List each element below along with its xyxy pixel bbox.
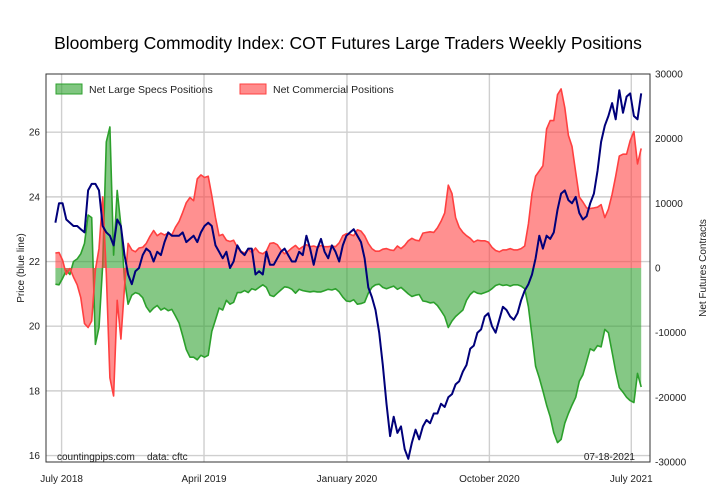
- y2-tick-label-3: 0: [655, 264, 661, 275]
- y-tick-label-5: 26: [29, 128, 41, 139]
- area-line-0: [55, 126, 642, 444]
- area-series: [55, 88, 642, 444]
- x-tick-label-3: October 2020: [459, 474, 520, 485]
- area-fill-1: [55, 88, 642, 397]
- price-line-series: [54, 89, 643, 460]
- y2-tick-label-2: -10000: [655, 328, 687, 339]
- x-tick-label-4: July 2021: [610, 474, 653, 485]
- y-tick-label-4: 24: [29, 192, 41, 203]
- y2-tick-label-4: 10000: [655, 199, 683, 210]
- y2-tick-label-6: 30000: [655, 70, 683, 81]
- y-tick-label-3: 22: [29, 257, 41, 268]
- x-tick-label-2: January 2020: [317, 474, 378, 485]
- y2-tick-label-0: -30000: [655, 458, 687, 469]
- source-label: countingpips.com: [57, 452, 135, 463]
- y-tick-label-0: 16: [29, 451, 41, 462]
- area-fill-0: [55, 127, 642, 443]
- y2-axis-label: Net Futures Contracts: [698, 219, 709, 317]
- legend-label-specs: Net Large Specs Positions: [89, 84, 213, 96]
- legend-label-commercial: Net Commercial Positions: [273, 84, 394, 96]
- chart-title: Bloomberg Commodity Index: COT Futures L…: [54, 33, 642, 53]
- y-tick-label-2: 20: [29, 322, 41, 333]
- x-tick-label-0: July 2018: [40, 474, 83, 485]
- y-tick-label-1: 18: [29, 386, 41, 397]
- legend-swatch-commercial: [239, 83, 267, 95]
- chart-date-label: 07-18-2021: [584, 452, 636, 463]
- legend: Net Large Specs Positions Net Commercial…: [55, 83, 394, 96]
- axis-ticks: July 2018 April 2019 January 2020 October 2…: [29, 70, 687, 486]
- plot-frame: [45, 73, 651, 463]
- y-axis-label: Price (blue line): [16, 233, 27, 302]
- x-tick-label-1: April 2019: [182, 474, 227, 485]
- price-line-0: [54, 89, 643, 460]
- legend-swatch-specs: [55, 83, 83, 95]
- data-source-label: data: cftc: [147, 452, 188, 463]
- y2-tick-label-1: -20000: [655, 393, 687, 404]
- y2-tick-label-5: 20000: [655, 134, 683, 145]
